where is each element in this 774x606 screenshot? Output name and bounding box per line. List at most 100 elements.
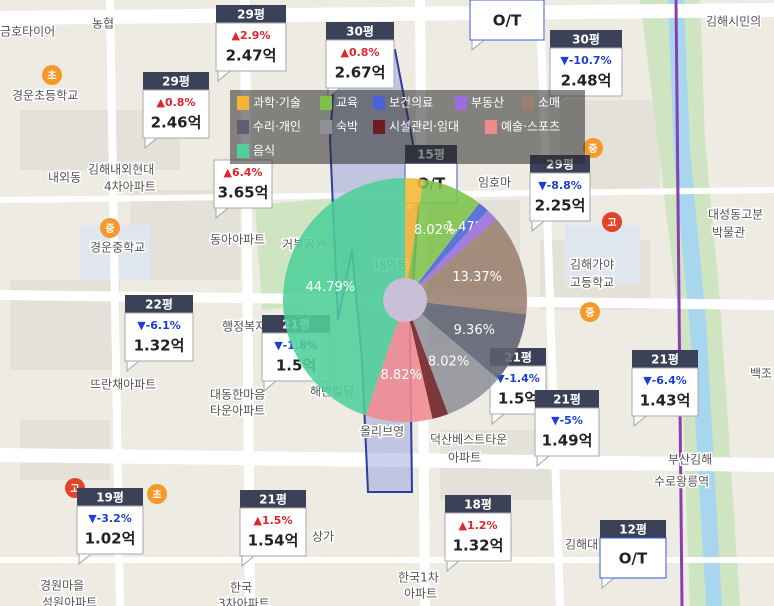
price-marker: 18평 ▲1.2% 1.32억 bbox=[444, 495, 512, 573]
price-marker: 30평 ▲0.8% 2.67억 bbox=[325, 22, 395, 100]
legend-label: 시설관리·임대 bbox=[389, 120, 459, 134]
marker-change: ▼-6.4% bbox=[643, 374, 687, 387]
marker-body bbox=[76, 505, 144, 555]
place-label: 동아아파트 bbox=[210, 233, 265, 247]
pie-slice bbox=[405, 300, 449, 419]
marker-change: ▲1.5% bbox=[254, 514, 293, 527]
marker-price: 2.67억 bbox=[335, 64, 386, 82]
marker-body bbox=[631, 367, 699, 417]
marker-area: 21평 bbox=[259, 493, 287, 507]
marker-body bbox=[599, 537, 667, 579]
price-marker: 21평 ▼-5% 1.49억 bbox=[534, 390, 600, 468]
marker-price: 2.46억 bbox=[151, 114, 202, 132]
marker-price: O/T bbox=[493, 12, 522, 30]
slice-label: 13.37% bbox=[452, 270, 502, 285]
legend-swatch bbox=[320, 120, 332, 134]
price-marker: 21평 ▲1.5% 1.54억 bbox=[239, 490, 307, 568]
marker-price: 1.32억 bbox=[134, 337, 185, 355]
marker-header bbox=[77, 488, 143, 506]
place-label: 상가 bbox=[312, 530, 334, 544]
marker-area: 18평 bbox=[464, 498, 492, 512]
pie-slice bbox=[405, 178, 424, 300]
marker-area: 12평 bbox=[619, 523, 647, 537]
poi-badge-label: 중 bbox=[588, 143, 597, 155]
price-marker: 21평▼-1.4%1.5억 bbox=[489, 348, 547, 426]
marker-area: 22평 bbox=[145, 298, 173, 312]
marker-price: 1.49억 bbox=[542, 432, 593, 450]
marker-body bbox=[469, 0, 545, 41]
slice-label: 8.02% bbox=[414, 223, 455, 238]
pie-slice bbox=[405, 179, 480, 300]
place-label: 고등학교 bbox=[570, 276, 614, 290]
place-label: 4차아파트 bbox=[104, 180, 156, 194]
marker-price: 1.43억 bbox=[640, 392, 691, 410]
price-marker: 29평 ▲2.9% 2.47억 bbox=[215, 5, 287, 83]
price-marker: O/T bbox=[469, 0, 545, 52]
place-label: 한국1차 bbox=[398, 571, 439, 585]
pie-chart: 8.02%1.47%13.37%9.36%8.02%8.82%44.79% bbox=[283, 178, 527, 422]
marker-change: ▲0.8% bbox=[157, 96, 196, 109]
poi-badge-label: 초 bbox=[152, 488, 161, 501]
place-label: 김해가야 bbox=[570, 258, 614, 272]
legend-label: 음식 bbox=[253, 144, 275, 158]
legend-swatch bbox=[522, 96, 534, 110]
slice-label: 8.82% bbox=[381, 368, 422, 383]
place-label: 성원아파트 bbox=[42, 596, 97, 606]
place-label: 농협 bbox=[92, 17, 114, 31]
poi-badge-label: 초 bbox=[47, 69, 56, 82]
place-label: 금호타이어 bbox=[0, 25, 55, 39]
place-label: 대동한마음 bbox=[210, 388, 265, 402]
marker-header bbox=[216, 5, 286, 23]
marker-header bbox=[240, 490, 306, 508]
place-label: 타운아파트 bbox=[210, 404, 265, 418]
pie-slice bbox=[405, 219, 527, 315]
poi-badge-label: 고 bbox=[607, 217, 616, 229]
marker-change: ▲0.8% bbox=[341, 46, 380, 59]
place-label: 박물관 bbox=[712, 226, 745, 240]
legend-label: 소매 bbox=[538, 96, 560, 110]
marker-body bbox=[239, 507, 307, 557]
legend-swatch bbox=[455, 96, 467, 110]
poi-badge-label: 중 bbox=[105, 223, 114, 235]
place-label: 3차아파트 bbox=[218, 597, 270, 606]
legend-label: 숙박 bbox=[336, 120, 358, 134]
marker-header bbox=[600, 520, 666, 538]
legend-swatch bbox=[373, 120, 385, 134]
marker-price: O/T bbox=[619, 550, 648, 568]
place-label: 김해대 bbox=[565, 538, 598, 552]
marker-area: 29평 bbox=[162, 75, 190, 89]
marker-body bbox=[549, 47, 623, 97]
place-label: 아파트 bbox=[448, 451, 481, 465]
place-label: 부산김해 bbox=[668, 453, 712, 467]
marker-header bbox=[550, 30, 622, 48]
marker-header bbox=[125, 295, 193, 313]
marker-area: 21평 bbox=[553, 393, 581, 407]
legend-label: 보건의료 bbox=[389, 96, 433, 110]
place-label: 경운초등학교 bbox=[12, 89, 78, 103]
pie-center bbox=[383, 278, 427, 322]
price-marker: 29평▼-8.8%2.25억 bbox=[529, 155, 591, 233]
legend-swatch bbox=[237, 120, 249, 134]
pie-slice bbox=[405, 300, 498, 415]
legend-swatch bbox=[485, 120, 497, 134]
marker-price: 2.48억 bbox=[561, 72, 612, 90]
marker-body bbox=[142, 89, 210, 139]
railway bbox=[674, 0, 684, 606]
poi-badge bbox=[147, 484, 167, 504]
place-label: 경운중학교 bbox=[90, 241, 145, 255]
marker-area: 30평 bbox=[572, 33, 600, 47]
school-ground bbox=[565, 225, 640, 285]
marker-body bbox=[215, 22, 287, 72]
slice-label: 9.36% bbox=[454, 323, 495, 338]
poi-badge-label: 고 bbox=[70, 483, 79, 495]
pie-slice bbox=[405, 300, 527, 380]
marker-change: ▼-6.1% bbox=[137, 319, 181, 332]
marker-header bbox=[143, 72, 209, 90]
pie-slice bbox=[283, 178, 405, 416]
price-marker: 21평 ▼-6.4% 1.43억 bbox=[631, 350, 699, 428]
place-label: 행정복지 bbox=[222, 319, 266, 334]
marker-body bbox=[529, 172, 591, 222]
price-marker: 22평 ▼-6.1% 1.32억 bbox=[124, 295, 194, 373]
